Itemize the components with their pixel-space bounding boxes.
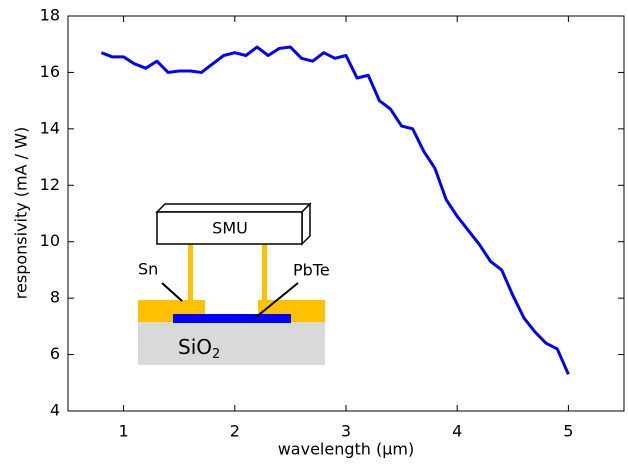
y-tick-label: 4: [50, 401, 60, 420]
substrate: [138, 322, 325, 365]
left-lead: [188, 244, 193, 300]
smu-side: [301, 202, 311, 246]
y-tick-label: 16: [40, 62, 60, 81]
pbte-label: PbTe: [293, 261, 330, 280]
pbte-film: [173, 314, 291, 323]
y-tick-label: 18: [40, 6, 60, 25]
y-tick-label: 6: [50, 344, 60, 363]
y-tick-label: 10: [40, 231, 60, 250]
x-tick-label: 4: [452, 422, 462, 441]
y-tick-label: 14: [40, 118, 60, 137]
x-axis-label: wavelength (μm): [278, 440, 415, 459]
x-tick-label: 5: [563, 422, 573, 441]
y-tick-label: 12: [40, 175, 60, 194]
smu-top: [155, 203, 312, 213]
y-axis-label: responsivity (mA / W): [12, 127, 31, 299]
sio2-text: SiO: [178, 335, 212, 359]
pbte-pointer: [254, 282, 299, 319]
x-tick-label: 1: [119, 422, 129, 441]
x-tick-label: 2: [230, 422, 240, 441]
sn-pointer: [161, 282, 183, 302]
data-line: [100, 45, 570, 375]
sio2-subscript: 2: [212, 347, 220, 362]
right-lead: [262, 244, 267, 300]
y-tick-label: 8: [50, 288, 60, 307]
sn-label: Sn: [138, 260, 158, 279]
sio2-label: SiO2: [178, 335, 220, 362]
smu-box: [156, 211, 303, 245]
inset-diagram: SMU Sn PbTe SiO2: [138, 202, 330, 365]
x-tick-label: 3: [341, 422, 351, 441]
smu-label: SMU: [212, 219, 248, 238]
